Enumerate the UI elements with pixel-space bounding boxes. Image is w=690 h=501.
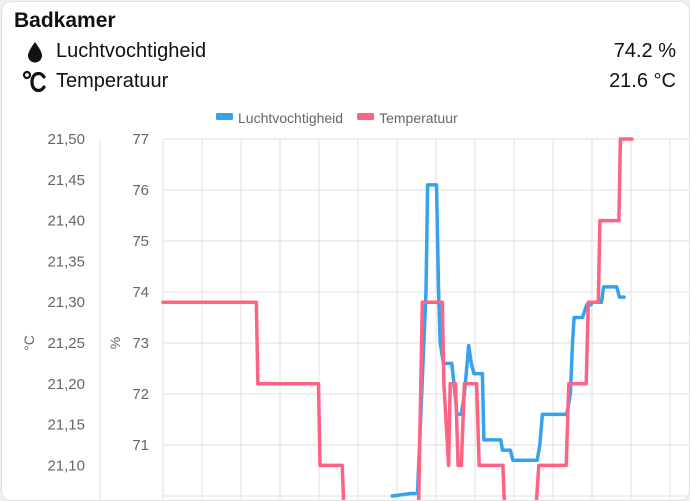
- temperature-tick-label: 21,15: [47, 417, 85, 434]
- temperature-tick-label: 21,20: [47, 376, 85, 393]
- temperature-tick-label: 21,35: [47, 253, 85, 270]
- chart-series: [161, 137, 634, 501]
- chart-legend: Luchtvochtigheid Temperatuur: [216, 110, 458, 126]
- temperature-tick-label: 21,30: [47, 294, 85, 311]
- humidity-tick-label: 77: [132, 131, 149, 148]
- humidity-tick-label: 76: [132, 182, 149, 199]
- humidity-tick-label: 72: [132, 386, 149, 403]
- entity-name: Luchtvochtigheid: [56, 40, 207, 62]
- entity-value: 21.6 °C: [609, 70, 676, 92]
- legend-label-temperature[interactable]: Temperatuur: [379, 110, 458, 126]
- entity-row-humidity[interactable]: Luchtvochtigheid 74.2 %: [2, 37, 689, 67]
- temperature-axis-title: °C: [21, 335, 37, 351]
- temperature-tick-label: 21,45: [47, 172, 85, 189]
- humidity-tick-label: 74: [132, 284, 149, 301]
- legend-swatch-temperature[interactable]: [357, 113, 375, 120]
- temperature-tick-label: 21,25: [47, 335, 85, 352]
- history-chart[interactable]: 21,50 21,45 21,40 21,35 21,30 21,25 21,20 21,15…: [2, 102, 690, 501]
- humidity-tick-label: 75: [132, 233, 149, 250]
- chart-axes: 21,50 21,45 21,40 21,35 21,30 21,25 21,20 21,15…: [21, 131, 149, 500]
- humidity-axis-title: %: [107, 337, 123, 349]
- entity-name: Temperatuur: [56, 70, 169, 92]
- legend-swatch-humidity[interactable]: [216, 113, 233, 120]
- temperature-tick-label: 21,50: [47, 131, 85, 148]
- entity-row-temperature[interactable]: Temperatuur 21.6 °C: [2, 67, 689, 97]
- humidity-tick-label: 71: [132, 437, 149, 454]
- series-line-temperature[interactable]: [161, 137, 634, 501]
- temperature-tick-label: 21,40: [47, 213, 85, 230]
- legend-label-humidity[interactable]: Luchtvochtigheid: [238, 110, 343, 126]
- humidity-tick-label: 73: [132, 335, 149, 352]
- series-line-humidity[interactable]: [390, 183, 626, 498]
- card-title: Badkamer: [14, 9, 116, 32]
- temperature-tick-label: 21,10: [47, 457, 85, 474]
- water-drop-icon: [28, 42, 42, 63]
- entity-value: 74.2 %: [613, 40, 676, 62]
- celsius-icon: [22, 70, 46, 93]
